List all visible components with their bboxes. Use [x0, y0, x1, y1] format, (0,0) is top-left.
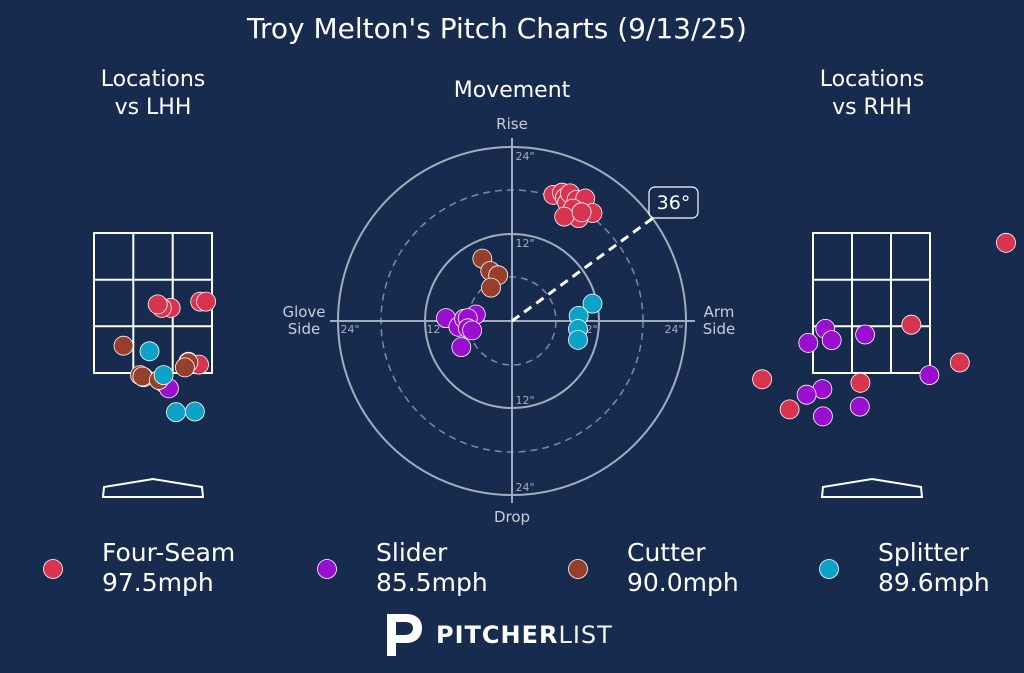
lhh-four-seam-point — [147, 294, 168, 315]
lhh-title-line2: vs LHH — [115, 95, 192, 120]
rhh-strike-zone — [812, 232, 931, 374]
rhh-slider-point — [813, 406, 833, 427]
lhh-title-line1: Locations — [101, 67, 206, 92]
ring-label-bottom-12: 12" — [515, 394, 534, 407]
rhh-four-seam-point — [996, 232, 1016, 253]
ring-labels: 24" 12" 12" 24" 24" 12" 12" 24" — [340, 150, 683, 494]
rhh-slider-point — [855, 324, 875, 345]
legend-pitch-speed: 97.5mph — [102, 568, 214, 597]
rhh-title-line2: vs RHH — [832, 95, 912, 120]
pitcherlist-logo: PITCHERLIST — [384, 612, 613, 658]
pitcherlist-logo-mark — [387, 614, 422, 656]
legend-swatch-slider — [317, 559, 337, 579]
lhh-cutter-point — [174, 357, 195, 378]
ring-label-bottom-24: 24" — [515, 481, 534, 494]
rhh-slider-point — [919, 365, 940, 386]
legend-pitch-name: Cutter — [627, 538, 706, 567]
lhh-splitter-point — [139, 341, 160, 362]
movement-slider-point — [451, 337, 472, 358]
rhh-four-seam-point — [850, 372, 871, 393]
rhh-slider-point — [849, 396, 870, 417]
glove-side-label-line1: Glove — [282, 303, 325, 321]
ring-label-left-24: 24" — [340, 323, 359, 336]
movement-splitter-point — [582, 293, 603, 314]
rhh-slider-point — [798, 332, 819, 353]
rise-label: Rise — [496, 115, 528, 133]
lhh-four-seam-point — [196, 291, 217, 312]
rhh-four-seam-point — [901, 314, 922, 335]
legend-pitch-speed: 85.5mph — [376, 568, 488, 597]
lhh-cutter-point — [113, 335, 134, 356]
rhh-points — [752, 232, 1016, 427]
pitcherlist-wordmark: PITCHERLIST — [436, 621, 613, 649]
lhh-splitter-point — [184, 401, 205, 422]
rhh-slider-point — [821, 330, 842, 351]
chart-title: Troy Melton's Pitch Charts (9/13/25) — [246, 12, 747, 45]
legend-pitch-name: Four-Seam — [102, 538, 235, 567]
ring-label-right-24: 24" — [664, 323, 683, 336]
brand-light: LIST — [558, 621, 613, 649]
arm-angle-label: 36° — [657, 192, 691, 214]
legend-swatch-splitter — [819, 559, 839, 579]
arm-side-label-line1: Arm — [704, 303, 735, 321]
ring-label-top-12: 12" — [515, 237, 534, 250]
movement-four-seam-point — [571, 202, 592, 223]
legend-pitch-name: Slider — [376, 538, 448, 567]
legend-pitch-speed: 90.0mph — [627, 568, 739, 597]
drop-label: Drop — [494, 508, 530, 526]
lhh-splitter-point — [153, 365, 174, 386]
movement-title: Movement — [454, 78, 571, 103]
legend-swatch-four-seam — [43, 559, 63, 579]
arm-side-label-line2: Side — [703, 320, 735, 338]
rhh-title-line1: Locations — [820, 67, 925, 92]
lhh-points — [113, 291, 217, 423]
movement-cutter-point — [481, 277, 501, 298]
lhh-splitter-point — [166, 402, 186, 423]
arm-angle-badge — [648, 186, 699, 219]
legend-pitch-speed: 89.6mph — [878, 568, 990, 597]
rhh-home-plate — [820, 477, 924, 498]
legend-pitch-name: Splitter — [878, 538, 970, 567]
movement-four-seam-point — [554, 206, 575, 227]
ring-label-top-24: 24" — [515, 150, 534, 163]
legend-swatch-cutter — [568, 559, 588, 579]
movement-splitter-point — [568, 329, 588, 350]
glove-side-label-line2: Side — [288, 320, 320, 338]
rhh-four-seam-point — [752, 369, 772, 390]
lhh-home-plate — [101, 477, 205, 498]
movement-slider-point — [462, 320, 483, 341]
lhh-cutter-point — [132, 366, 153, 387]
rhh-four-seam-point — [949, 352, 970, 373]
rhh-four-seam-point — [779, 399, 800, 420]
movement-points — [436, 182, 603, 358]
rhh-slider-point — [796, 384, 817, 405]
brand-bold: PITCHER — [436, 621, 559, 649]
